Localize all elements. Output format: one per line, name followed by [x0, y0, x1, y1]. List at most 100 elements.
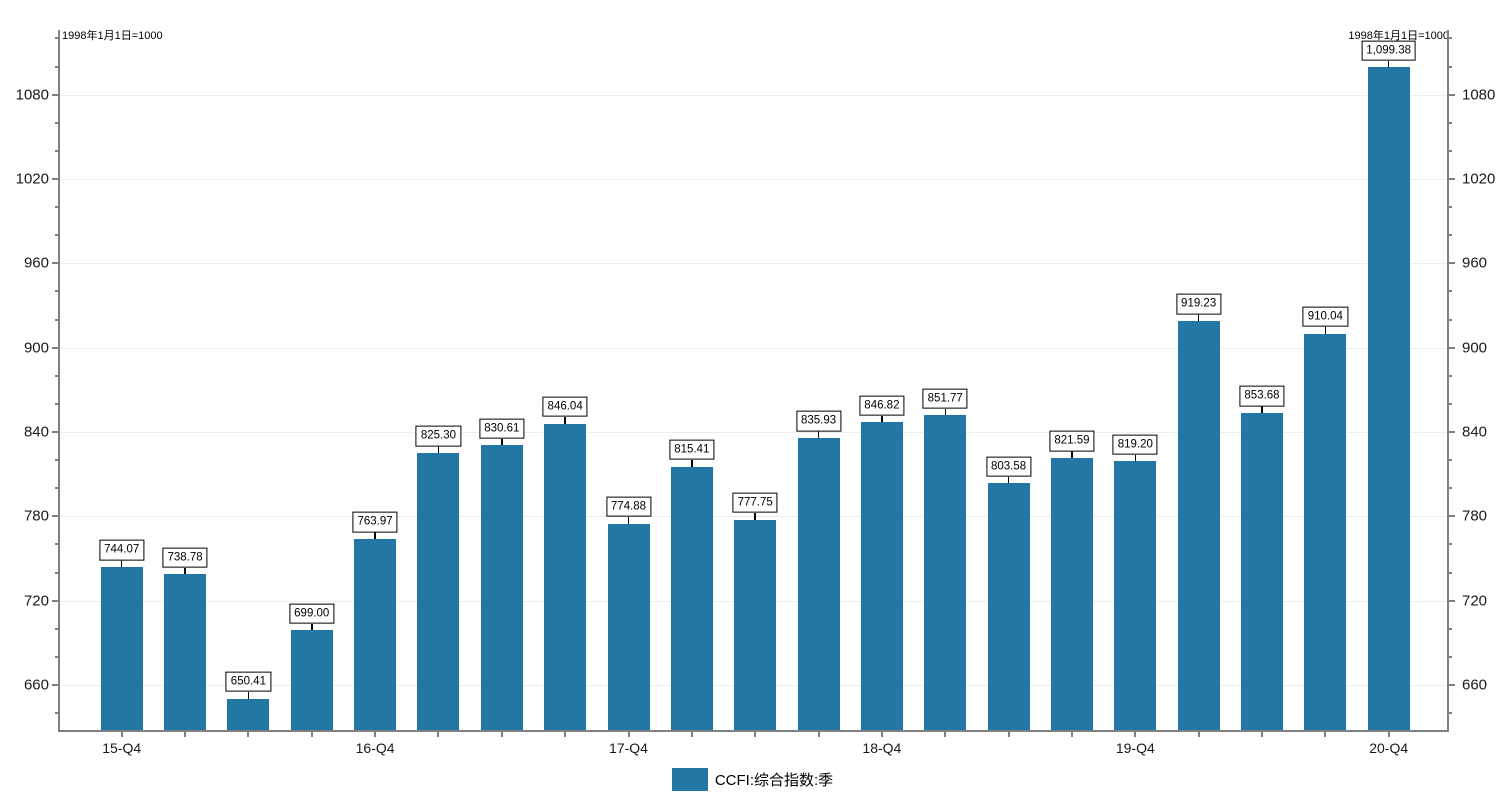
value-label-connector	[817, 431, 820, 438]
x-axis-line	[58, 730, 1449, 732]
y-gridline	[60, 516, 1447, 518]
y-axis-tick	[55, 121, 60, 124]
y-axis-label-right: 840	[1462, 423, 1488, 441]
y-axis-tick	[1447, 262, 1455, 265]
x-axis-tick	[1387, 731, 1390, 737]
value-label: 650.41	[225, 671, 271, 692]
axis-note-top-right: 1998年1月1日=1000	[1348, 30, 1449, 42]
x-axis-tick	[564, 731, 567, 737]
x-axis-label: 17-Q4	[609, 740, 648, 756]
value-label: 821.59	[1049, 431, 1095, 452]
bar[interactable]	[417, 452, 460, 730]
y-axis-tick	[1447, 374, 1452, 377]
bar[interactable]	[924, 415, 967, 730]
y-axis-tick	[1447, 93, 1455, 96]
y-axis-tick	[1447, 37, 1452, 40]
y-axis-tick	[52, 177, 60, 180]
legend-swatch-icon	[671, 768, 708, 791]
value-label-connector	[501, 438, 503, 446]
value-label-connector	[1197, 314, 1200, 321]
x-axis-tick	[690, 731, 693, 737]
bar[interactable]	[1304, 333, 1347, 730]
value-label-connector	[627, 517, 630, 524]
y-axis-line-right	[1447, 30, 1449, 732]
bar[interactable]	[1050, 457, 1093, 730]
y-axis-tick	[55, 712, 60, 715]
y-axis-tick	[1447, 571, 1452, 574]
x-axis-tick	[880, 731, 883, 737]
y-axis-tick	[55, 402, 60, 405]
y-axis-tick	[1447, 149, 1452, 152]
x-axis-tick	[1197, 731, 1200, 737]
y-axis-tick	[52, 684, 60, 687]
y-axis-tick	[1447, 234, 1452, 237]
x-axis-tick	[1134, 731, 1137, 737]
bar[interactable]	[100, 566, 143, 730]
y-axis-tick	[1447, 627, 1452, 630]
x-axis-tick	[1324, 731, 1327, 737]
value-label-connector	[944, 408, 946, 416]
axis-note-top-left: 1998年1月1日=1000	[62, 30, 163, 42]
value-label-connector	[184, 567, 186, 575]
legend[interactable]: CCFI:综合指数:季	[0, 768, 1505, 791]
value-label-connector	[120, 560, 123, 567]
x-axis-tick	[944, 731, 947, 737]
y-axis-label: 900	[23, 339, 49, 357]
bar[interactable]	[164, 574, 207, 730]
value-label-connector	[247, 692, 250, 699]
x-axis-label: 19-Q4	[1115, 740, 1155, 756]
bar[interactable]	[670, 466, 713, 730]
x-axis-tick	[374, 731, 377, 737]
bar[interactable]	[290, 630, 333, 730]
value-label-connector	[1324, 327, 1327, 334]
value-label: 846.04	[542, 396, 588, 418]
value-label: 819.20	[1112, 434, 1158, 455]
x-axis-label: 16-Q4	[355, 740, 395, 756]
value-label-connector	[311, 623, 313, 631]
value-label: 853.68	[1239, 385, 1285, 407]
y-axis-tick	[1447, 487, 1452, 490]
value-label: 910.04	[1302, 306, 1348, 328]
y-axis-label-right: 1020	[1462, 170, 1496, 188]
bar[interactable]	[354, 538, 397, 730]
value-label-connector	[881, 415, 883, 423]
y-axis-label: 780	[23, 507, 49, 525]
y-axis-tick	[55, 487, 60, 490]
bar[interactable]	[480, 445, 523, 730]
y-axis-tick	[52, 346, 60, 349]
y-axis-tick	[52, 515, 60, 518]
y-axis-label: 960	[23, 254, 49, 272]
y-axis-tick	[1447, 177, 1455, 180]
bar[interactable]	[860, 422, 903, 730]
x-axis-label: 15-Q4	[102, 740, 142, 756]
y-axis-label: 720	[23, 592, 49, 610]
bar[interactable]	[1114, 461, 1157, 730]
x-axis-tick	[817, 731, 820, 737]
y-axis-label-right: 960	[1462, 254, 1488, 272]
y-axis-tick	[1447, 712, 1452, 715]
x-axis-label: 20-Q4	[1369, 740, 1409, 756]
x-axis-tick	[754, 731, 757, 737]
y-axis-tick	[1447, 206, 1452, 209]
x-axis-tick	[500, 731, 503, 737]
y-gridline	[60, 94, 1447, 96]
bar[interactable]	[1241, 412, 1283, 730]
bar[interactable]	[1177, 320, 1220, 730]
value-label-connector	[437, 446, 440, 453]
bar[interactable]	[607, 523, 650, 730]
bar[interactable]	[544, 423, 587, 730]
bar[interactable]	[227, 698, 270, 730]
legend-series-label: CCFI:综合指数:季	[714, 772, 834, 789]
bar[interactable]	[797, 437, 840, 730]
bar[interactable]	[987, 483, 1030, 730]
y-axis-tick	[1447, 655, 1452, 658]
y-axis-tick	[1447, 459, 1452, 462]
bar[interactable]	[734, 519, 777, 730]
y-axis-tick	[1447, 402, 1452, 405]
value-label-connector	[754, 513, 756, 520]
y-axis-tick	[55, 318, 60, 321]
y-axis-tick	[55, 571, 60, 574]
y-axis-tick	[52, 431, 60, 433]
bar[interactable]	[1367, 67, 1410, 730]
